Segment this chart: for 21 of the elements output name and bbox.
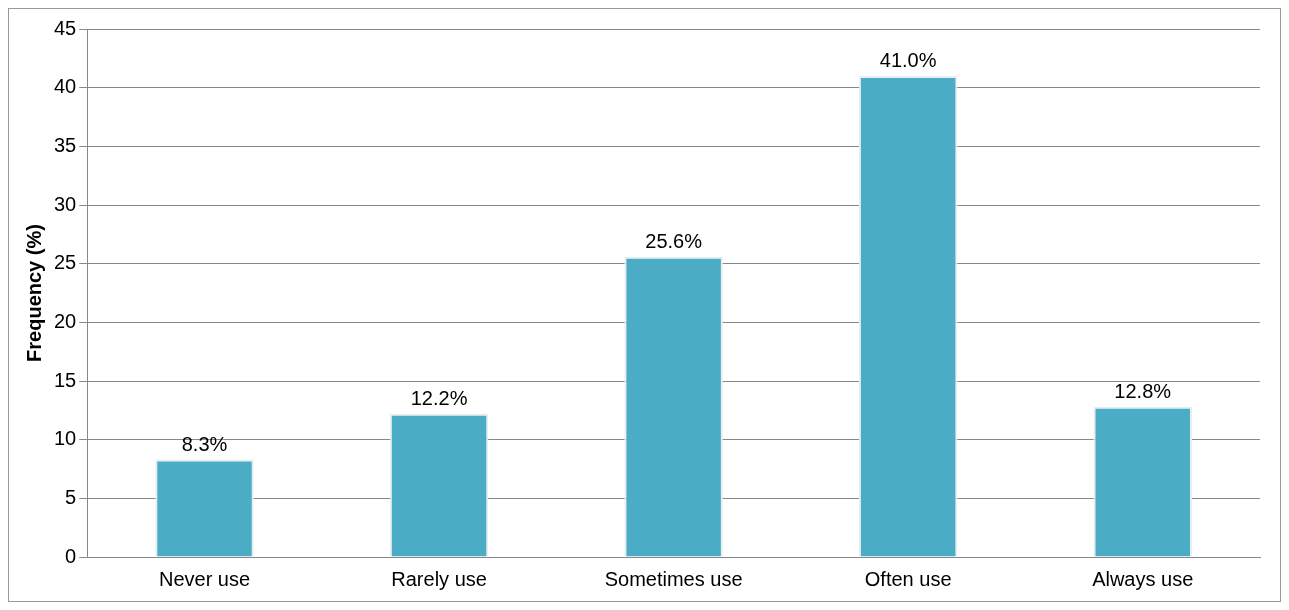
data-label: 12.2% [410,387,468,410]
x-tick-label: Rarely use [391,567,487,590]
y-tick-label: 5 [65,485,77,508]
y-tick-label: 15 [54,368,77,391]
y-tick-label: 25 [54,251,77,274]
data-label: 25.6% [645,230,703,253]
y-tick-label: 40 [54,75,77,98]
data-label: 8.3% [181,433,228,456]
x-tick-label: Never use [158,567,251,590]
y-tick-label: 30 [54,192,77,215]
y-tick-label: 10 [54,427,77,450]
data-label: 41.0% [879,49,937,72]
y-tick-label: 20 [54,309,77,332]
y-tick-label: 0 [65,544,77,567]
x-tick-label: Always use [1092,567,1194,590]
y-tick-label: 45 [54,16,77,39]
x-tick-label: Often use [864,567,952,590]
y-axis-title: Frequency (%) [22,224,45,362]
x-tick-label: Sometimes use [604,567,743,590]
y-tick-label: 35 [54,133,77,156]
data-label: 12.8% [1114,380,1172,403]
